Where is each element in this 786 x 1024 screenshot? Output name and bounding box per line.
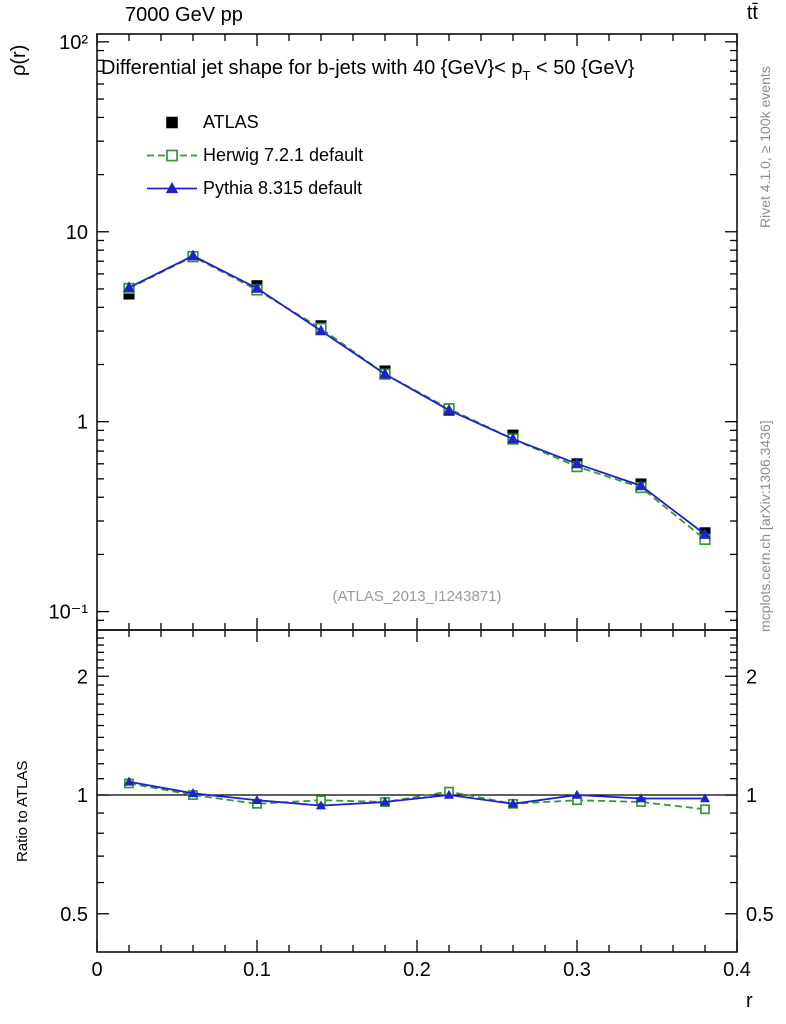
legend-label-herwig: Herwig 7.2.1 default (203, 145, 364, 165)
ratio-tick-label-right: 0.5 (746, 904, 774, 926)
ratio-tick-label-left: 2 (77, 666, 88, 688)
process-label: tt̄ (746, 2, 758, 24)
analysis-id-watermark: (ATLAS_2013_I1243871) (332, 588, 502, 605)
plot-title-text: Differential jet shape for b-jets with 4… (101, 57, 523, 79)
mcplots-reference-label: mcplots.cern.ch [arXiv:1306.3436] (757, 420, 773, 632)
rivet-version-label: Rivet 4.1.0, ≥ 100k events (757, 66, 773, 228)
legend: ATLAS Herwig 7.2.1 default Pythia 8.315 … (203, 106, 363, 205)
ratio-axis-title: Ratio to ATLAS (14, 760, 31, 862)
legend-item-atlas: ATLAS (203, 106, 363, 139)
series-herwig (123, 250, 711, 815)
beam-energy-label: 7000 GeV pp (125, 4, 243, 26)
plot-title-subscript: T (522, 68, 531, 83)
tick-labels: 10² 10 1 10⁻¹ 0 0.1 0.2 0.3 0.4 2 2 1 1 0.5 0.5 (49, 32, 774, 981)
y-tick-label: 10 (66, 222, 88, 244)
plot-title: Differential jet shape for b-jets with 4… (101, 57, 635, 83)
x-tick-label: 0 (91, 959, 102, 981)
legend-markers (147, 116, 197, 194)
ratio-tick-label-left: 0.5 (60, 904, 88, 926)
x-tick-label: 0.1 (243, 959, 271, 981)
y-tick-label: 1 (77, 412, 88, 434)
legend-label-atlas: ATLAS (203, 112, 259, 132)
x-tick-label: 0.2 (403, 959, 431, 981)
series-pythia (123, 249, 711, 810)
legend-label-pythia: Pythia 8.315 default (203, 178, 363, 198)
ratio-tick-label-right: 1 (746, 785, 757, 807)
ratio-tick-label-right: 2 (746, 666, 757, 688)
series-atlas (123, 251, 711, 539)
y-tick-label: 10⁻¹ (49, 602, 89, 624)
x-tick-label: 0.4 (723, 959, 751, 981)
legend-item-herwig: Herwig 7.2.1 default (203, 139, 363, 172)
ratio-tick-label-left: 1 (77, 785, 88, 807)
y-tick-label: 10² (59, 32, 88, 54)
x-tick-label: 0.3 (563, 959, 591, 981)
plot-title-text-tail: < 50 {GeV} (530, 57, 635, 79)
y-axis-title: ρ(r) (8, 44, 30, 76)
x-axis-title: r (746, 990, 753, 1012)
legend-item-pythia: Pythia 8.315 default (203, 172, 363, 205)
